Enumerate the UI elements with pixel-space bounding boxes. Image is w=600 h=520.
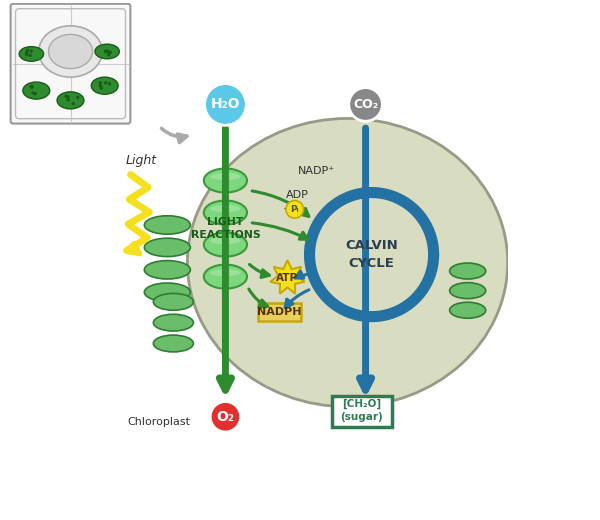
Ellipse shape bbox=[210, 173, 241, 180]
Ellipse shape bbox=[204, 265, 247, 289]
Circle shape bbox=[34, 54, 37, 58]
Circle shape bbox=[30, 90, 34, 94]
Text: CO₂: CO₂ bbox=[353, 98, 378, 111]
Ellipse shape bbox=[154, 293, 193, 310]
Circle shape bbox=[64, 99, 68, 102]
Text: LIGHT
REACTIONS: LIGHT REACTIONS bbox=[191, 217, 260, 240]
Text: Pᵢ: Pᵢ bbox=[290, 205, 299, 214]
Circle shape bbox=[26, 90, 30, 93]
Text: O₂: O₂ bbox=[217, 410, 235, 424]
Circle shape bbox=[349, 88, 382, 121]
Circle shape bbox=[103, 80, 106, 83]
Circle shape bbox=[99, 84, 103, 87]
Text: [CH₂O]
(sugar): [CH₂O] (sugar) bbox=[340, 399, 383, 422]
Circle shape bbox=[104, 84, 107, 88]
Circle shape bbox=[41, 90, 44, 94]
Circle shape bbox=[29, 50, 32, 54]
Circle shape bbox=[103, 53, 106, 56]
Polygon shape bbox=[271, 260, 305, 294]
Ellipse shape bbox=[154, 335, 193, 352]
FancyBboxPatch shape bbox=[258, 303, 301, 321]
Ellipse shape bbox=[95, 44, 119, 59]
Text: +: + bbox=[283, 203, 296, 214]
Ellipse shape bbox=[206, 175, 245, 190]
Ellipse shape bbox=[206, 271, 245, 287]
Circle shape bbox=[210, 401, 241, 432]
Ellipse shape bbox=[91, 77, 118, 94]
Circle shape bbox=[65, 98, 68, 101]
Ellipse shape bbox=[204, 201, 247, 225]
Text: ATP: ATP bbox=[277, 273, 299, 283]
Text: H₂O: H₂O bbox=[211, 97, 240, 111]
Circle shape bbox=[104, 80, 107, 84]
Text: NADPH: NADPH bbox=[257, 307, 302, 317]
Text: CALVIN
CYCLE: CALVIN CYCLE bbox=[345, 239, 398, 270]
Ellipse shape bbox=[23, 82, 50, 99]
Ellipse shape bbox=[210, 269, 241, 276]
Ellipse shape bbox=[39, 26, 102, 77]
Text: ADP: ADP bbox=[286, 189, 308, 200]
Ellipse shape bbox=[204, 168, 247, 192]
Ellipse shape bbox=[187, 119, 508, 407]
Circle shape bbox=[23, 55, 26, 58]
Text: Light: Light bbox=[126, 154, 157, 167]
Ellipse shape bbox=[449, 263, 485, 279]
Text: Chloroplast: Chloroplast bbox=[128, 417, 191, 427]
Ellipse shape bbox=[145, 216, 190, 234]
Circle shape bbox=[112, 48, 115, 52]
Ellipse shape bbox=[49, 34, 92, 69]
Circle shape bbox=[286, 201, 304, 218]
FancyBboxPatch shape bbox=[332, 396, 392, 427]
Circle shape bbox=[23, 51, 27, 54]
Circle shape bbox=[64, 101, 67, 105]
Circle shape bbox=[42, 89, 46, 93]
Ellipse shape bbox=[210, 237, 241, 244]
Circle shape bbox=[27, 93, 31, 96]
Ellipse shape bbox=[206, 207, 245, 223]
Ellipse shape bbox=[145, 283, 190, 302]
Circle shape bbox=[205, 84, 246, 125]
Circle shape bbox=[37, 50, 40, 53]
Ellipse shape bbox=[449, 302, 485, 318]
Ellipse shape bbox=[204, 232, 247, 256]
Ellipse shape bbox=[210, 205, 241, 212]
Circle shape bbox=[110, 86, 113, 89]
Ellipse shape bbox=[206, 239, 245, 254]
Ellipse shape bbox=[449, 282, 485, 298]
Ellipse shape bbox=[145, 261, 190, 279]
Circle shape bbox=[100, 49, 103, 53]
Ellipse shape bbox=[145, 238, 190, 256]
Ellipse shape bbox=[57, 92, 84, 109]
Ellipse shape bbox=[154, 314, 193, 331]
Circle shape bbox=[65, 98, 68, 101]
Circle shape bbox=[72, 100, 76, 103]
Ellipse shape bbox=[19, 47, 44, 61]
FancyBboxPatch shape bbox=[11, 4, 130, 124]
Text: NADP⁺: NADP⁺ bbox=[298, 165, 335, 176]
Circle shape bbox=[103, 50, 106, 54]
Circle shape bbox=[100, 53, 104, 56]
